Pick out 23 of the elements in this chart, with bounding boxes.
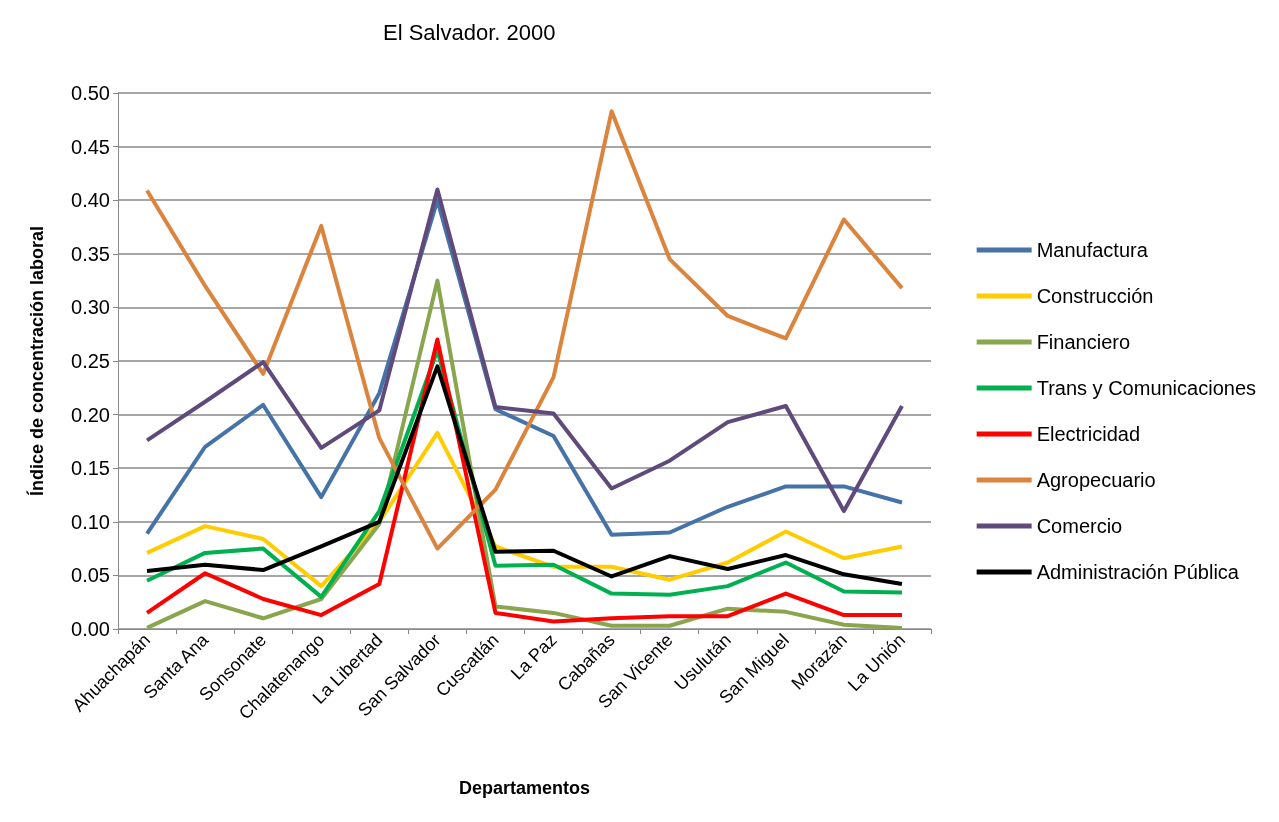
y-tick-label: 0.15 [71,457,110,480]
line-series [145,109,904,551]
y-axis-title: Índice de concentración laboral [26,225,47,497]
y-tick-label: 0.30 [71,296,110,319]
y-tick-label: 0.05 [71,564,110,587]
x-axis-title: Departamentos [458,778,591,798]
y-tick-label: 0.10 [71,510,110,533]
y-tick-label: 0.35 [71,242,110,265]
legend-label: Agropecuario [1036,469,1156,491]
legend-label: Trans y Comunicaciones [1036,377,1257,399]
y-tick-label: 0.45 [71,135,110,158]
y-tick-label: 0.50 [71,82,110,104]
legend-label: Construcción [1036,285,1154,307]
legend-label: Comercio [1036,515,1123,537]
y-tick-label: 0.25 [71,350,110,372]
y-tick-label: 0.20 [71,403,110,426]
legend-label: Electricidad [1036,423,1141,445]
y-tick-label: 0.40 [71,189,110,212]
legend-label: Financiero [1036,331,1131,353]
chart-title: El Salvador. 2000 [383,19,556,45]
y-tick-label: 0.00 [71,618,110,640]
legend-label: Manufactura [1036,239,1149,261]
legend-label: Administración Pública [1036,561,1240,583]
